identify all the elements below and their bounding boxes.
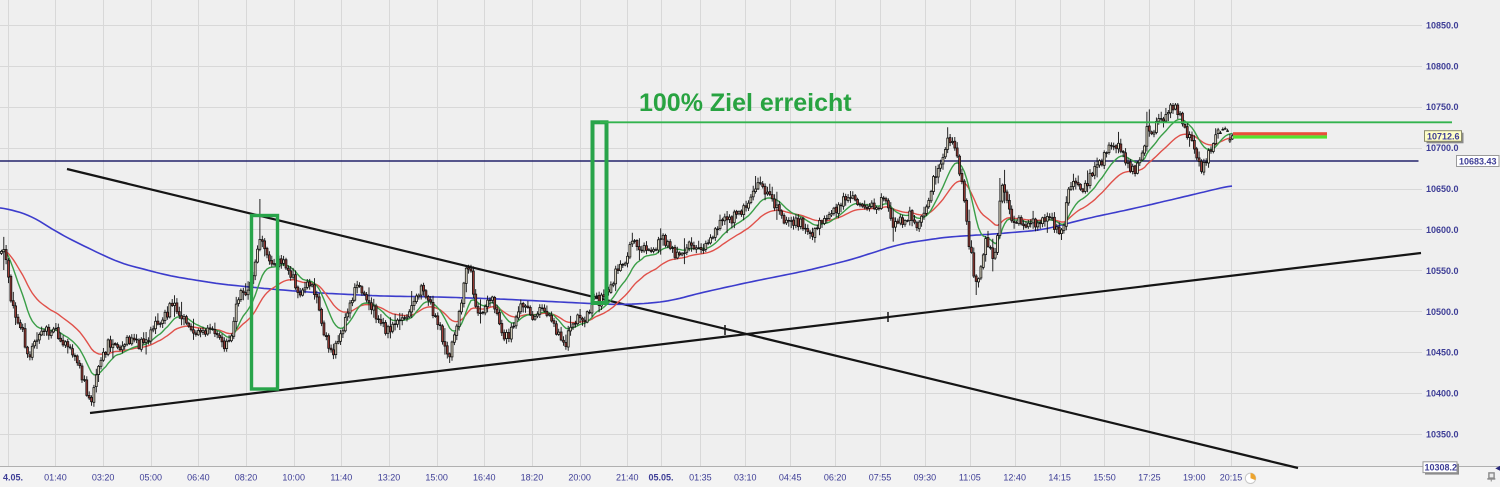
svg-text:17:25: 17:25: [1138, 473, 1161, 483]
svg-text:10450.0: 10450.0: [1426, 348, 1459, 358]
svg-text:01:35: 01:35: [689, 473, 712, 483]
svg-text:100% Ziel erreicht: 100% Ziel erreicht: [639, 89, 852, 117]
svg-text:11:05: 11:05: [959, 473, 981, 483]
svg-text:19:00: 19:00: [1183, 473, 1206, 483]
svg-text:10600.0: 10600.0: [1426, 225, 1459, 235]
svg-text:16:40: 16:40: [473, 473, 496, 483]
svg-text:10683.43: 10683.43: [1459, 156, 1497, 166]
svg-text:10800.0: 10800.0: [1426, 61, 1459, 71]
svg-text:10712.6: 10712.6: [1427, 132, 1460, 142]
svg-text:10850.0: 10850.0: [1426, 20, 1459, 30]
svg-text:05:00: 05:00: [139, 473, 162, 483]
svg-text:13:20: 13:20: [378, 473, 401, 483]
svg-text:06:20: 06:20: [824, 473, 847, 483]
svg-text:09:30: 09:30: [914, 473, 937, 483]
svg-text:20:15: 20:15: [1220, 473, 1243, 483]
svg-text:10500.0: 10500.0: [1426, 307, 1459, 317]
svg-text:15:50: 15:50: [1093, 473, 1116, 483]
svg-text:10308.2: 10308.2: [1425, 463, 1458, 473]
svg-text:10400.0: 10400.0: [1426, 389, 1459, 399]
svg-text:10650.0: 10650.0: [1426, 184, 1459, 194]
svg-text:10700.0: 10700.0: [1426, 143, 1459, 153]
svg-text:06:40: 06:40: [187, 473, 210, 483]
svg-text:10:00: 10:00: [282, 473, 305, 483]
svg-text:03:10: 03:10: [734, 473, 757, 483]
svg-text:10750.0: 10750.0: [1426, 102, 1459, 112]
svg-text:10350.0: 10350.0: [1426, 430, 1459, 440]
svg-text:4.05.: 4.05.: [3, 473, 23, 483]
svg-text:11:40: 11:40: [330, 473, 352, 483]
svg-text:07:55: 07:55: [869, 473, 892, 483]
svg-text:15:00: 15:00: [425, 473, 448, 483]
svg-text:05.05.: 05.05.: [648, 473, 673, 483]
svg-text:20:00: 20:00: [568, 473, 591, 483]
svg-text:03:20: 03:20: [92, 473, 115, 483]
svg-text:08:20: 08:20: [235, 473, 258, 483]
svg-text:10550.0: 10550.0: [1426, 266, 1459, 276]
svg-text:21:40: 21:40: [616, 473, 639, 483]
svg-text:12:40: 12:40: [1003, 473, 1026, 483]
svg-text:04:45: 04:45: [779, 473, 802, 483]
svg-text:01:40: 01:40: [44, 473, 67, 483]
svg-text:18:20: 18:20: [521, 473, 544, 483]
svg-text:14:15: 14:15: [1048, 473, 1071, 483]
